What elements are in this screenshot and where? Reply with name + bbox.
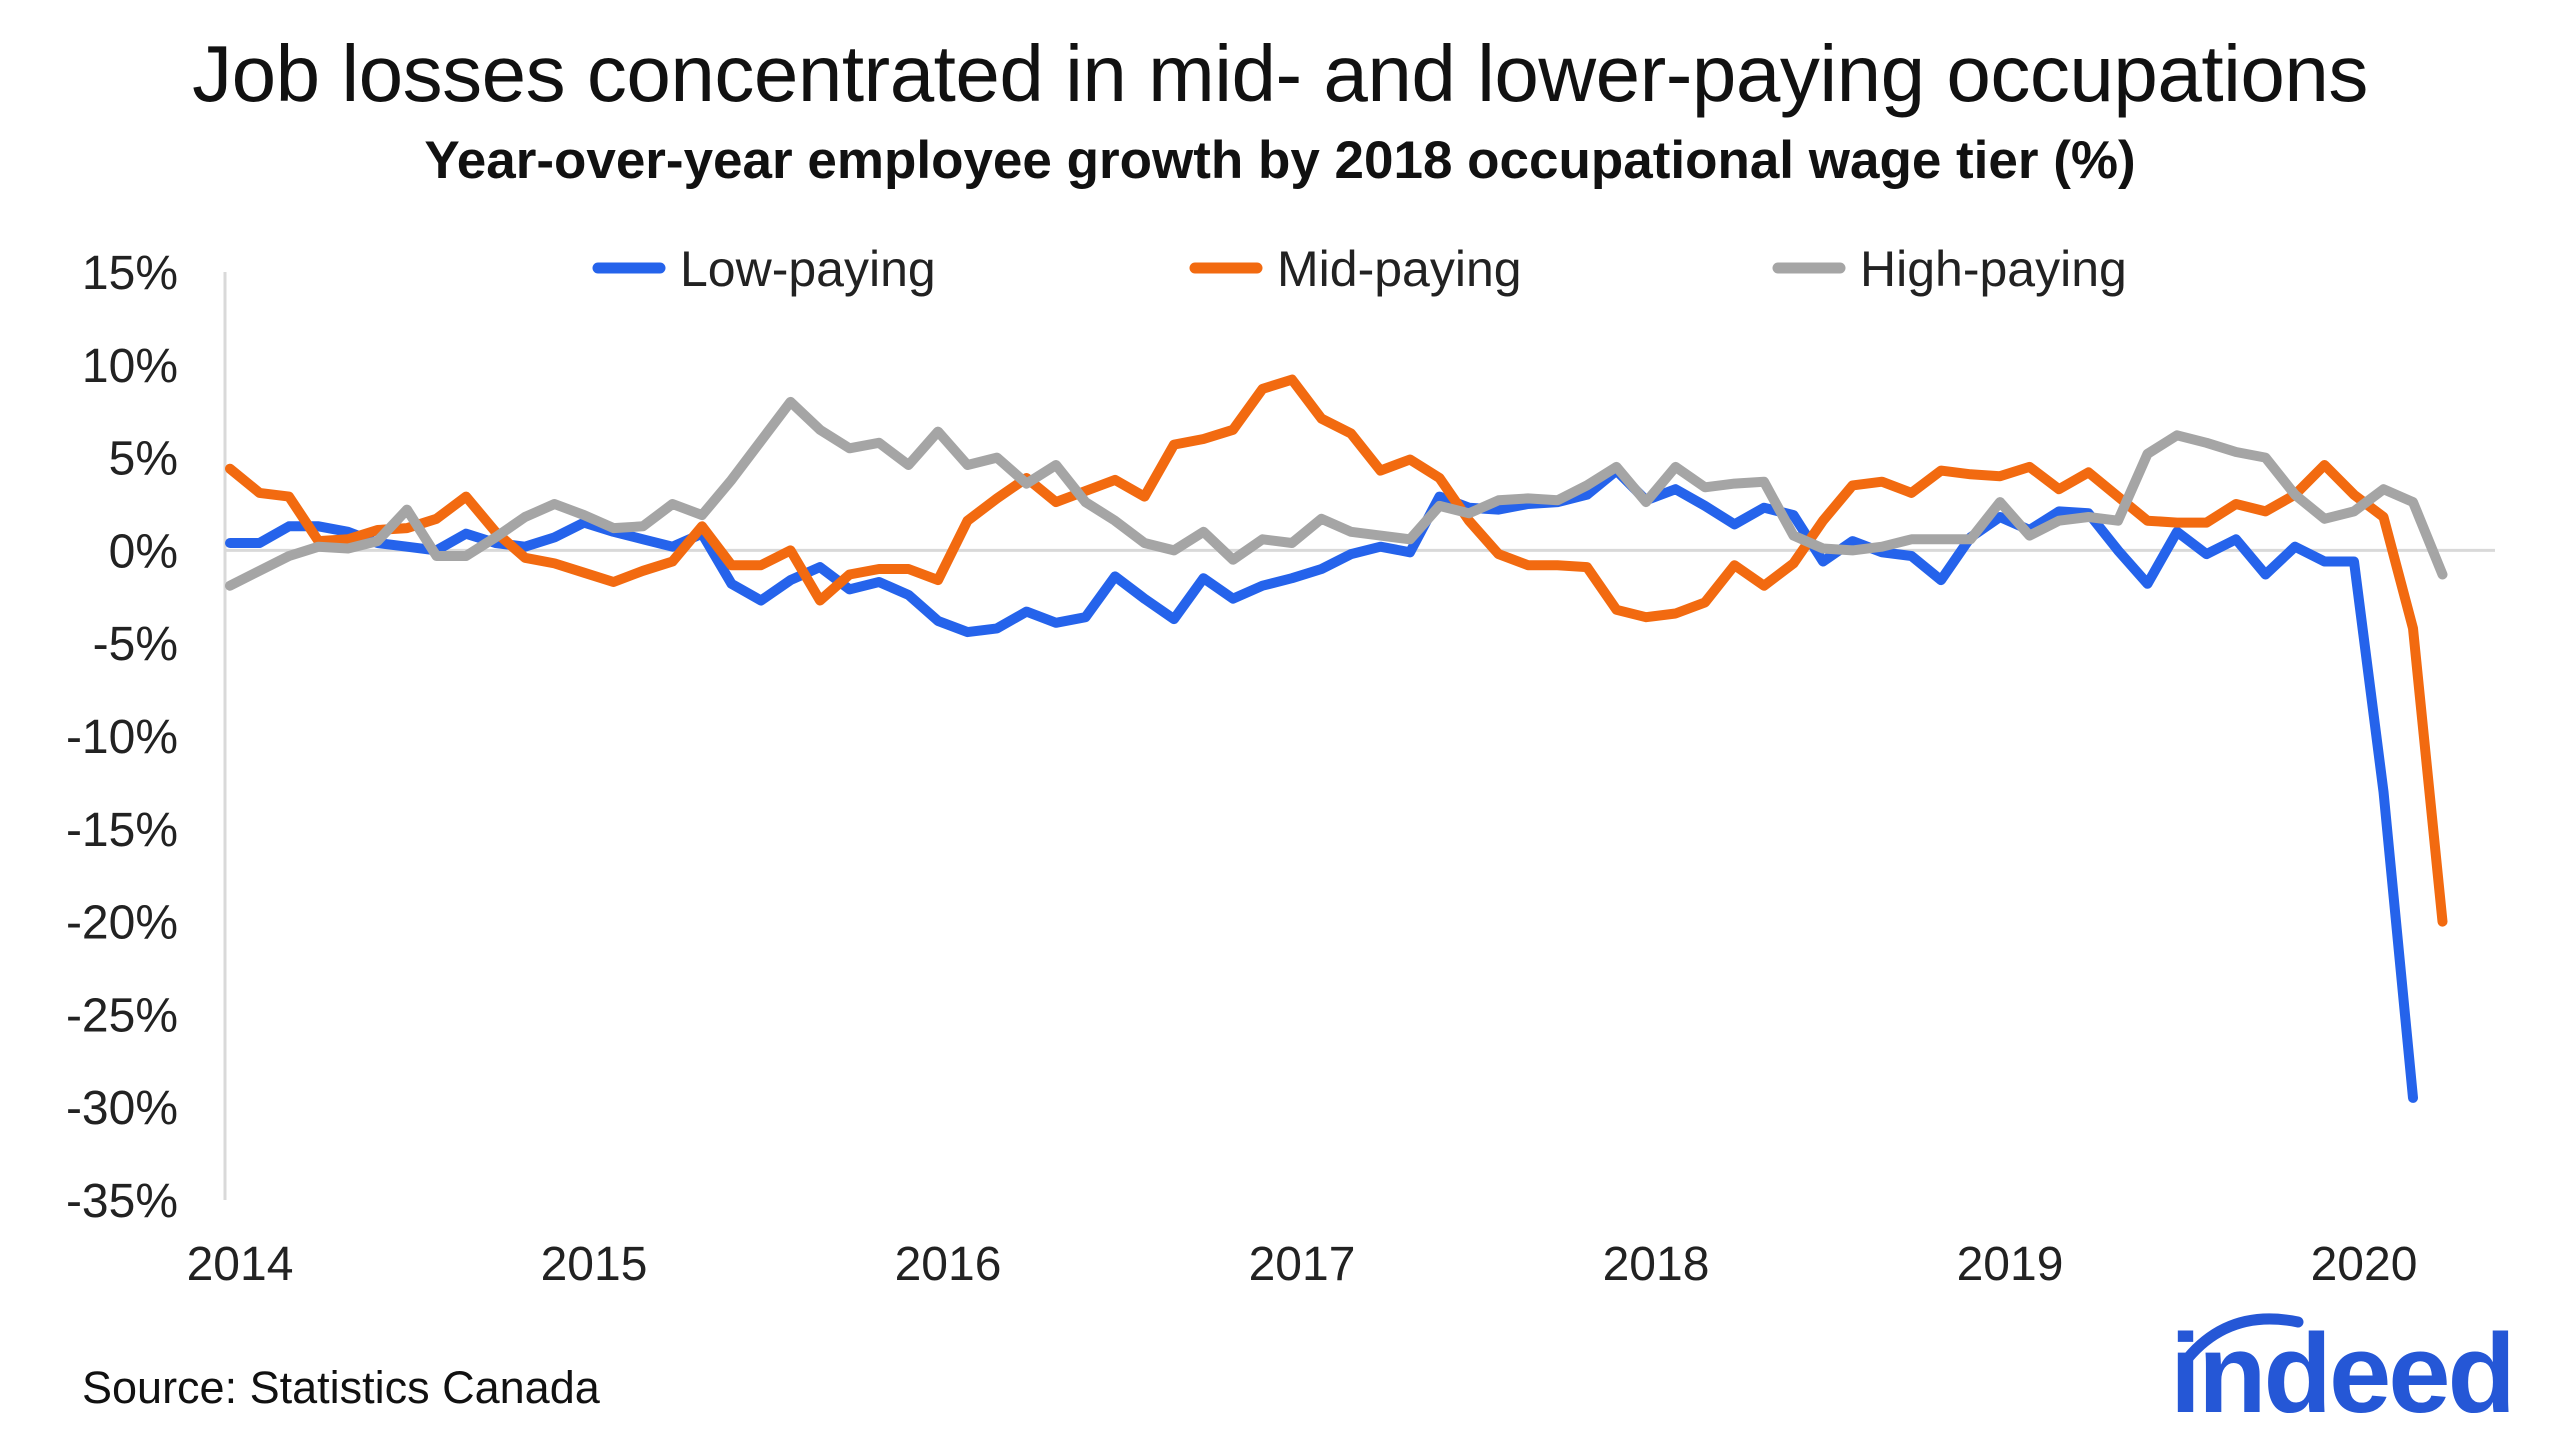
- indeed-logo: indeed: [2170, 1300, 2550, 1430]
- chart-title: Job losses concentrated in mid- and lowe…: [192, 29, 2368, 118]
- y-tick-label: -25%: [66, 989, 178, 1042]
- y-tick-label: 0%: [109, 525, 178, 578]
- legend: Low-paying Mid-paying High-paying: [592, 241, 2127, 297]
- logo-arc-icon: [2182, 1313, 2304, 1364]
- y-tick-label: 5%: [109, 433, 178, 486]
- x-tick-label: 2020: [2311, 1238, 2418, 1291]
- x-tick-label: 2019: [1957, 1238, 2064, 1291]
- x-tick-label: 2014: [187, 1238, 294, 1291]
- series-line-high: [225, 396, 2448, 591]
- x-tick-label: 2017: [1249, 1238, 1356, 1291]
- y-tick-label: -5%: [93, 618, 178, 671]
- y-tick-label: -15%: [66, 804, 178, 857]
- x-tick-label: 2016: [895, 1238, 1002, 1291]
- legend-label-high: High-paying: [1860, 241, 2127, 297]
- x-axis-tick-labels: 2014 2015 2016 2017 2018 2019 2020: [187, 1238, 2418, 1291]
- y-tick-label: 10%: [82, 340, 178, 393]
- legend-label-mid: Mid-paying: [1277, 241, 1522, 297]
- y-tick-label: -35%: [66, 1175, 178, 1228]
- x-tick-label: 2015: [541, 1238, 648, 1291]
- logo-wordmark: indeed: [2170, 1311, 2516, 1436]
- legend-label-low: Low-paying: [680, 241, 936, 297]
- series-line-low: [225, 465, 2418, 1103]
- series-lines: [225, 374, 2448, 1103]
- y-tick-label: -30%: [66, 1082, 178, 1135]
- chart-subtitle: Year-over-year employee growth by 2018 o…: [424, 131, 2136, 190]
- y-axis-tick-labels: 15% 10% 5% 0% -5% -10% -15% -20% -25% -30% -35%: [66, 247, 178, 1228]
- x-tick-label: 2018: [1603, 1238, 1710, 1291]
- y-tick-label: 15%: [82, 247, 178, 300]
- y-tick-label: -10%: [66, 711, 178, 764]
- series-line-mid: [225, 374, 2448, 927]
- y-tick-label: -20%: [66, 897, 178, 950]
- source-note: Source: Statistics Canada: [82, 1362, 600, 1413]
- chart-axes: [223, 272, 2495, 1200]
